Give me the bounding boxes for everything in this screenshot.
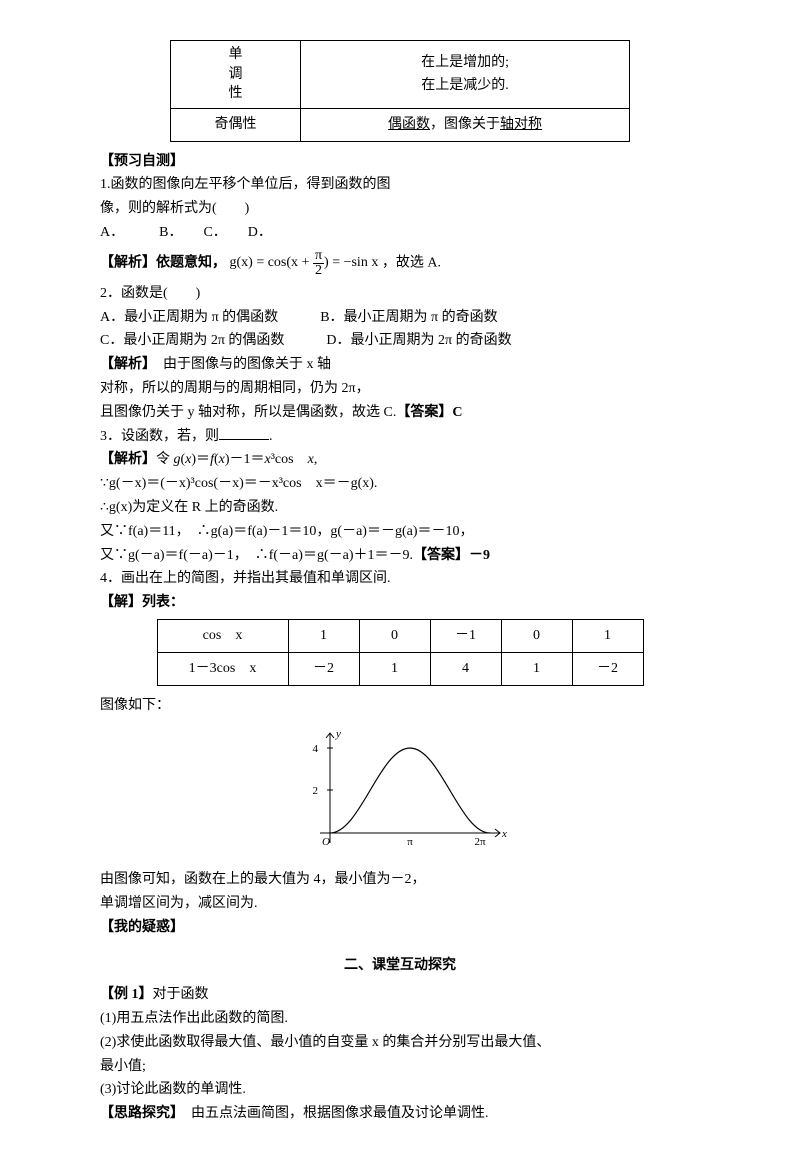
section-heading: 【我的疑惑】 xyxy=(100,916,700,940)
table-row: 奇偶性 偶函数，图像关于轴对称 xyxy=(171,108,630,141)
cell: 1 xyxy=(359,652,430,685)
tick-label: π xyxy=(407,836,413,848)
cell: －1 xyxy=(430,619,501,652)
document-page: 单调性 在上是增加的; 在上是减少的. 奇偶性 偶函数，图像关于轴对称 【预习自… xyxy=(0,0,800,1166)
solution-suffix: ，故选 A. xyxy=(382,255,441,270)
q2-opts-row: A．最小正周期为 π 的偶函数 B．最小正周期为 π 的奇函数 xyxy=(100,306,700,330)
q3-sol: 又∵f(a)＝11， ∴g(a)＝f(a)－1＝10，g(－a)＝－g(a)＝－… xyxy=(100,520,700,544)
answer-label: 【答案】C xyxy=(396,405,462,420)
sol-text: 令 g(x)＝f(x)－1＝x³cos x, xyxy=(156,452,317,467)
cell-parity-label: 奇偶性 xyxy=(171,108,301,141)
q3-sol: ∴g(x)为定义在 R 上的奇函数. xyxy=(100,496,700,520)
cell: 1－3cos x xyxy=(157,652,288,685)
graph-svg: 4 2 O π 2π x y xyxy=(290,723,510,853)
cell: －2 xyxy=(288,652,359,685)
frac-den: 2 xyxy=(313,264,324,278)
q1-options: A． B． C． D． xyxy=(100,221,700,245)
cell: 0 xyxy=(359,619,430,652)
desc-line: 在上是增加的; xyxy=(311,51,619,75)
cell: 1 xyxy=(572,619,643,652)
q2-sol: 且图像仍关于 y 轴对称，所以是偶函数，故选 C.【答案】C xyxy=(100,401,700,425)
hint-text: 由五点法画简图，根据图像求最值及讨论单调性. xyxy=(177,1106,489,1121)
example-item: (2)求使此函数取得最大值、最小值的自变量 x 的集合并分别写出最大值、 xyxy=(100,1031,700,1055)
example-item: 最小值; xyxy=(100,1055,700,1079)
cell: －2 xyxy=(572,652,643,685)
curve-graph: 4 2 O π 2π x y xyxy=(100,723,700,862)
curve-path xyxy=(330,748,490,833)
stem-text: 3．设函数，若，则 xyxy=(100,429,219,444)
example1: 【例 1】对于函数 xyxy=(100,983,700,1007)
q2-sol: 对称，所以的周期与的周期相同，仍为 2π， xyxy=(100,377,700,401)
graph-caption: 图像如下： xyxy=(100,694,700,718)
table-row: 单调性 在上是增加的; 在上是减少的. xyxy=(171,41,630,109)
opt: C．最小正周期为 2π 的偶函数 xyxy=(100,333,284,348)
q4-concl: 由图像可知，函数在上的最大值为 4，最小值为－2， xyxy=(100,868,700,892)
opt: A．最小正周期为 π 的偶函数 xyxy=(100,310,278,325)
sol-text: 且图像仍关于 y 轴对称，所以是偶函数，故选 C. xyxy=(100,405,396,420)
formula: g(x) = cos(x + π2) = −sin x xyxy=(230,255,382,270)
text-mid: ，图像关于 xyxy=(430,117,500,132)
q3-sol-last: 又∵g(－a)＝f(－a)－1， ∴f(－a)＝g(－a)＋1＝－9.【答案】－… xyxy=(100,544,700,568)
tick-label: 2 xyxy=(313,785,319,797)
q4-stem: 4．画出在上的简图，并指出其最值和单调区间. xyxy=(100,567,700,591)
cell: 1 xyxy=(288,619,359,652)
underlined-text: 偶函数 xyxy=(388,117,430,132)
q2-sol: 【解析】 由于图像与的图像关于 x 轴 xyxy=(100,353,700,377)
answer-label: 【答案】－9 xyxy=(413,548,490,563)
sol-text: 由于图像与的图像关于 x 轴 xyxy=(149,357,331,372)
example-hint: 【思路探究】 由五点法画简图，根据图像求最值及讨论单调性. xyxy=(100,1102,700,1126)
values-table: cos x 1 0 －1 0 1 1－3cos x －2 1 4 1 －2 xyxy=(157,619,644,686)
cell: 4 xyxy=(430,652,501,685)
formula-lhs: g(x) = cos(x + xyxy=(230,255,313,270)
label: 【解析】 xyxy=(100,452,156,467)
fraction: π2 xyxy=(313,249,324,278)
example-stem: 对于函数 xyxy=(153,987,209,1002)
label-text: 单调性 xyxy=(181,45,290,104)
cell: 0 xyxy=(501,619,572,652)
q2-stem: 2．函数是( ) xyxy=(100,282,700,306)
section-heading: 【预习自测】 xyxy=(100,150,700,174)
q1-line: 像，则的解析式为( ) xyxy=(100,197,700,221)
q3-sol: 【解析】令 g(x)＝f(x)－1＝x³cos x, xyxy=(100,448,700,472)
cell-parity-desc: 偶函数，图像关于轴对称 xyxy=(301,108,630,141)
underlined-text: 轴对称 xyxy=(500,117,542,132)
table-row: cos x 1 0 －1 0 1 xyxy=(157,619,643,652)
period: . xyxy=(269,429,273,444)
origin-label: O xyxy=(322,836,330,848)
sol-text: 又∵g(－a)＝f(－a)－1， ∴f(－a)＝g(－a)＋1＝－9. xyxy=(100,548,413,563)
cell-monotonicity-desc: 在上是增加的; 在上是减少的. xyxy=(301,41,630,109)
section-title: 二、课堂互动探究 xyxy=(100,954,700,978)
axis-label: y xyxy=(335,728,341,740)
tick-label: 4 xyxy=(313,743,319,755)
frac-num: π xyxy=(313,249,324,264)
properties-table: 单调性 在上是增加的; 在上是减少的. 奇偶性 偶函数，图像关于轴对称 xyxy=(170,40,630,142)
desc-line: 在上是减少的. xyxy=(311,74,619,98)
hint-label: 【思路探究】 xyxy=(100,1106,177,1121)
opt: D．最小正周期为 2π 的奇函数 xyxy=(326,333,511,348)
q4-sol-label: 【解】列表： xyxy=(100,591,700,615)
solution-label: 【解析】 xyxy=(100,357,149,372)
cell: 1 xyxy=(501,652,572,685)
label: 【解】列表： xyxy=(100,595,184,610)
solution-prefix: 【解析】依题意知， xyxy=(100,255,226,270)
cell: cos x xyxy=(157,619,288,652)
cell-monotonicity-label: 单调性 xyxy=(171,41,301,109)
example-item: (3)讨论此函数的单调性. xyxy=(100,1078,700,1102)
q2-opts-row: C．最小正周期为 2π 的偶函数 D．最小正周期为 2π 的奇函数 xyxy=(100,329,700,353)
example-label: 【例 1】 xyxy=(100,987,153,1002)
table-row: 1－3cos x －2 1 4 1 －2 xyxy=(157,652,643,685)
example-item: (1)用五点法作出此函数的简图. xyxy=(100,1007,700,1031)
formula-rhs: ) = −sin x xyxy=(324,255,378,270)
axis-label: x xyxy=(501,828,507,840)
opt: B．最小正周期为 π 的奇函数 xyxy=(320,310,497,325)
q4-concl: 单调增区间为，减区间为. xyxy=(100,892,700,916)
blank-line xyxy=(219,439,269,440)
tick-label: 2π xyxy=(474,836,486,848)
q1-solution: 【解析】依题意知， g(x) = cos(x + π2) = −sin x ，故… xyxy=(100,249,700,278)
q1-line: 1.函数的图像向左平移个单位后，得到函数的图 xyxy=(100,173,700,197)
q3-stem: 3．设函数，若，则. xyxy=(100,425,700,449)
q3-sol: ∵g(－x)＝(－x)³cos(－x)＝－x³cos x＝－g(x). xyxy=(100,472,700,496)
